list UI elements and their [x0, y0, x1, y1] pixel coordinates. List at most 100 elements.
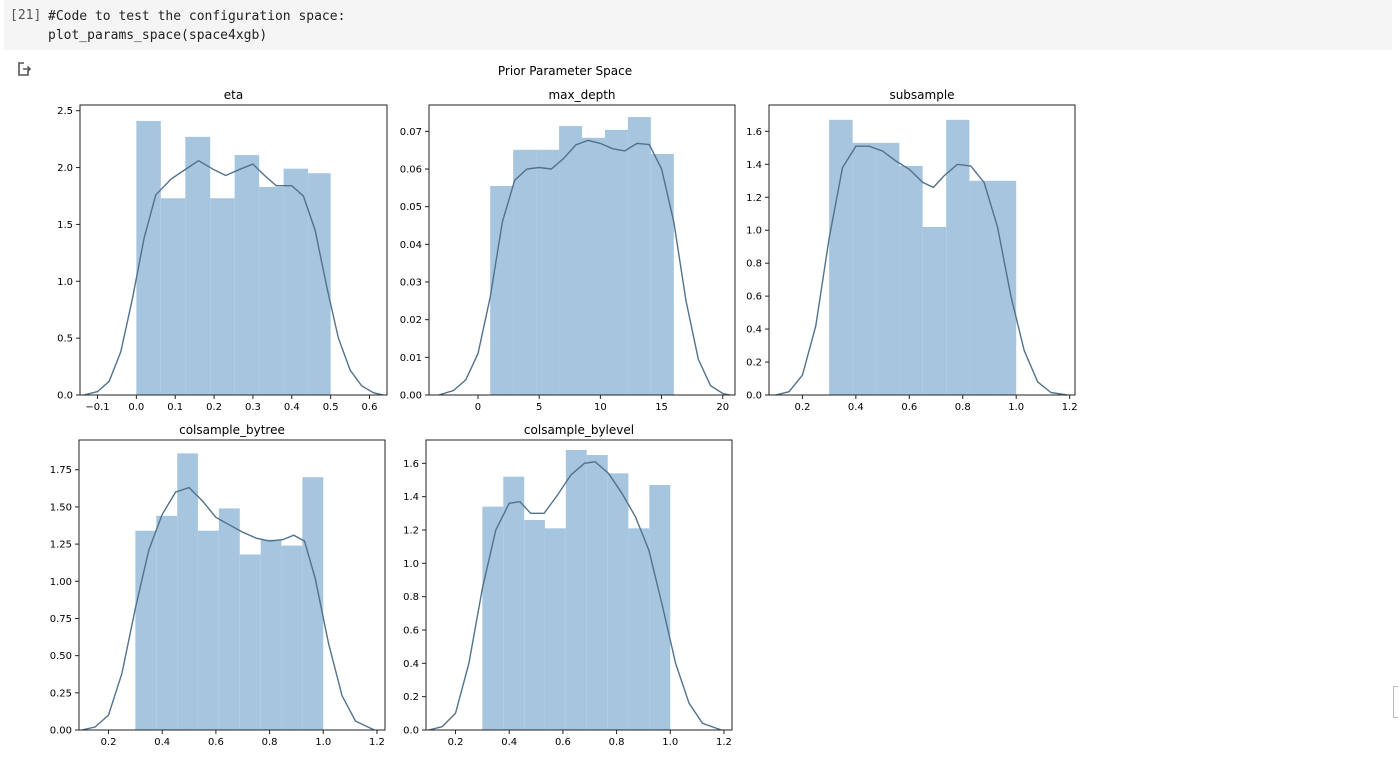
y-tick-label: 1.0 [403, 559, 419, 570]
scroll-handle[interactable] [1393, 686, 1398, 718]
histogram-bar [239, 554, 261, 730]
x-tick-label: 1.0 [1008, 402, 1024, 413]
x-tick-label: 0.6 [555, 737, 571, 748]
y-tick-label: 0.8 [403, 592, 419, 603]
histogram-bar [969, 180, 993, 395]
y-tick-label: 1.50 [50, 502, 72, 513]
x-tick-label: 0.4 [848, 402, 864, 413]
y-tick-label: 1.4 [746, 160, 762, 171]
x-tick-label: −0.1 [85, 402, 109, 413]
y-tick-label: 0.01 [400, 353, 422, 364]
histogram-bar [649, 485, 671, 730]
kde-line [428, 460, 722, 731]
histogram-bar [259, 186, 284, 395]
y-tick-label: 0.02 [400, 315, 422, 326]
y-tick-label: 1.0 [746, 226, 762, 237]
histogram-bar [544, 528, 566, 730]
histogram-bar [185, 136, 211, 395]
y-tick-label: 1.2 [403, 526, 419, 537]
histogram-bar [559, 126, 582, 395]
y-tick-label: 0.0 [403, 726, 419, 737]
execution-count: [21] [10, 8, 42, 23]
x-tick-label: 0.0 [128, 402, 144, 413]
subplot-subsample: subsample 0.2 0.4 0.6 0.8 1.0 1.2 0.0 0.2 0.4 0.6 0… [746, 88, 1078, 413]
histogram-bar [875, 142, 900, 395]
y-tick-label: 1.6 [403, 459, 419, 470]
histogram-bar [283, 168, 309, 395]
output-redirect-icon[interactable] [15, 60, 33, 78]
x-tick-label: 20 [716, 402, 729, 413]
y-tick-label: 0.25 [50, 688, 72, 699]
histogram-bar [524, 520, 545, 730]
subplot-title: subsample [889, 88, 954, 102]
histogram-bar [302, 477, 324, 730]
x-tick-label: 0.3 [245, 402, 261, 413]
x-tick-label: 0.1 [167, 402, 183, 413]
histogram-bar [536, 149, 560, 395]
y-tick-label: 0.75 [50, 614, 72, 625]
axes-frame [768, 104, 1076, 396]
y-tick-label: 1.4 [403, 492, 419, 503]
histogram-bar [852, 142, 876, 395]
histogram-bar [490, 185, 514, 395]
x-tick-label: 0.2 [101, 737, 117, 748]
code-cell[interactable]: [21] #Code to test the configuration spa… [4, 0, 1392, 50]
y-tick-label: 1.2 [746, 193, 762, 204]
histogram-bar [210, 198, 235, 395]
histogram-bar [604, 129, 628, 395]
x-tick-label: 1.2 [369, 737, 385, 748]
kde-line [438, 139, 731, 396]
histogram-bar [582, 137, 605, 395]
kde-line [83, 159, 384, 396]
histogram-bar [628, 528, 650, 730]
histogram-bar [482, 506, 504, 730]
y-tick-label: 0.6 [746, 292, 762, 303]
y-tick-label: 2.0 [57, 163, 73, 174]
axes-frame [425, 439, 733, 731]
x-tick-label: 0.4 [501, 737, 517, 748]
kde-line [81, 486, 375, 731]
y-tick-label: 0.04 [400, 240, 422, 251]
x-tick-label: 0.5 [323, 402, 339, 413]
subplot-eta: eta −0.1 0.0 0.1 0.2 0.3 0.4 0.5 0.6 0.0 0.5 1.0 1.5… [57, 88, 388, 413]
histogram-bar [177, 453, 198, 730]
y-tick-label: 1.6 [746, 127, 762, 138]
y-tick-label: 0.0 [746, 391, 762, 402]
y-tick-label: 0.07 [400, 127, 422, 138]
subplot-title: max_depth [548, 88, 615, 102]
y-tick-label: 0.4 [746, 325, 762, 336]
kde-line [775, 145, 1068, 396]
code-line[interactable]: #Code to test the configuration space: [48, 9, 346, 24]
y-tick-label: 0.8 [746, 259, 762, 270]
y-tick-label: 0.00 [400, 391, 422, 402]
y-tick-label: 0.5 [57, 334, 73, 345]
x-tick-label: 0.6 [362, 402, 378, 413]
x-tick-label: 0.6 [901, 402, 917, 413]
histogram-bar [946, 119, 970, 396]
histogram-bar [156, 515, 178, 730]
histogram-bar [308, 173, 331, 395]
y-tick-label: 0.05 [400, 202, 422, 213]
y-tick-label: 0.03 [400, 278, 422, 289]
histogram-bar [135, 530, 157, 730]
x-tick-label: 0 [475, 402, 481, 413]
histogram-bar [160, 198, 186, 395]
subplot-title: colsample_bytree [179, 423, 285, 437]
axes-frame [78, 439, 386, 731]
y-tick-label: 0.50 [50, 651, 72, 662]
code-editor[interactable]: #Code to test the configuration space: p… [48, 7, 345, 45]
y-tick-label: 0.4 [403, 659, 419, 670]
y-tick-label: 1.75 [50, 465, 72, 476]
y-tick-label: 2.5 [57, 106, 73, 117]
code-line[interactable]: plot_params_space(space4xgb) [48, 28, 268, 43]
y-tick-label: 0.2 [746, 358, 762, 369]
x-tick-label: 0.2 [794, 402, 810, 413]
y-tick-label: 1.00 [50, 577, 72, 588]
histogram-bar [586, 455, 608, 730]
axes-frame [79, 104, 388, 396]
histogram-bar [607, 473, 629, 730]
x-tick-label: 0.2 [448, 737, 464, 748]
y-tick-label: 0.00 [50, 726, 72, 737]
histogram-bar [513, 149, 537, 395]
histogram-bar [260, 539, 282, 730]
